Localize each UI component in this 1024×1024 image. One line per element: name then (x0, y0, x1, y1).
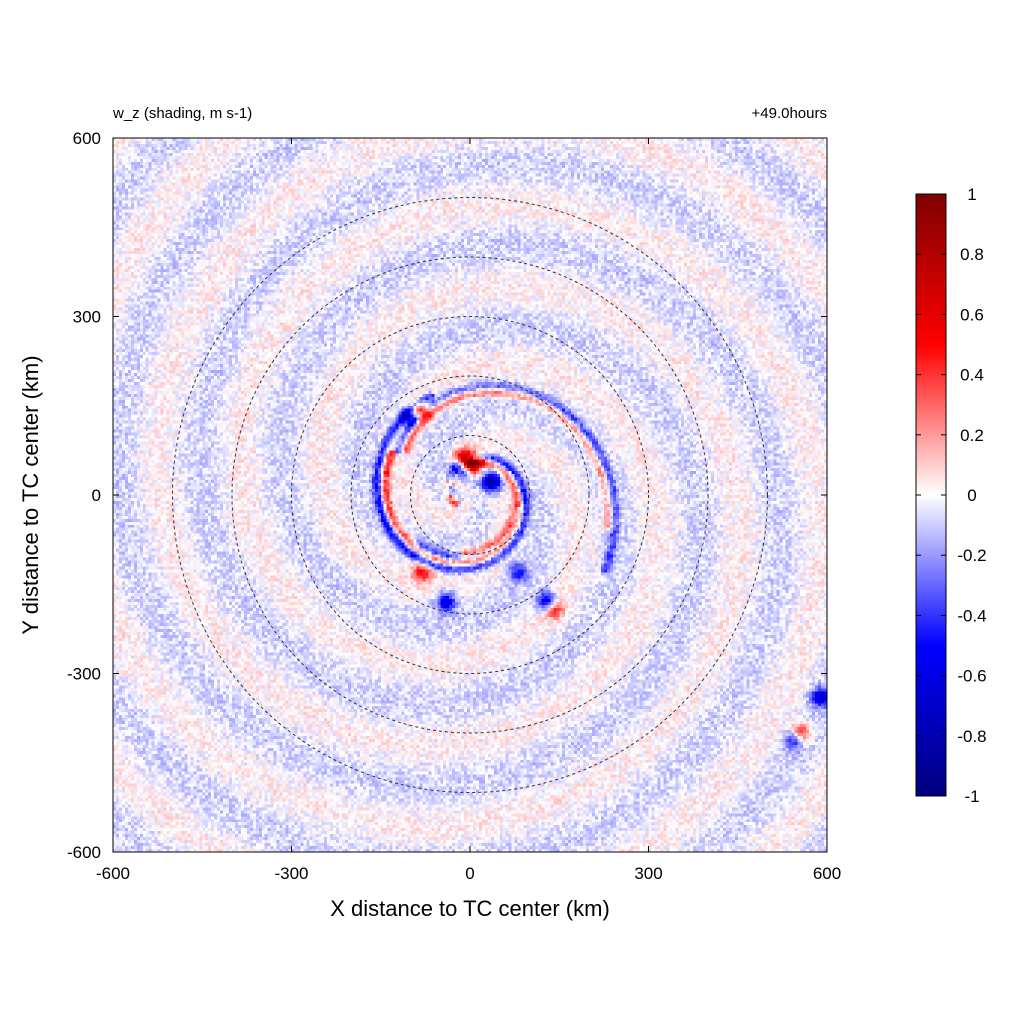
range-ring (350, 375, 590, 615)
y-tick-label: 0 (92, 486, 101, 505)
y-tick-label: 600 (73, 129, 101, 148)
range-rings (172, 197, 768, 793)
y-axis: 600 300 0 -300 -600 (67, 129, 827, 862)
range-ring (172, 197, 768, 793)
x-tick-label: -600 (96, 864, 130, 883)
y-tick-label: -300 (67, 665, 101, 684)
plot-area (113, 138, 827, 852)
y-axis-label: Y distance to TC center (km) (18, 355, 43, 634)
colorbar-tick-label: 0.2 (960, 426, 984, 445)
range-ring (410, 435, 530, 555)
colorbar-tick-label: -0.8 (957, 727, 986, 746)
colorbar-tick-label: -0.2 (957, 546, 986, 565)
colorbar-tick-label: 0.6 (960, 305, 984, 324)
y-tick-label: -600 (67, 843, 101, 862)
x-axis: -600 -300 0 300 600 (96, 138, 841, 883)
colorbar-tick-label: 0 (967, 486, 976, 505)
range-ring (291, 316, 649, 674)
chart-title-left: w_z (shading, m s-1) (112, 105, 252, 122)
y-tick-label: 300 (73, 308, 101, 327)
colorbar: 1 0.8 0.6 0.4 0.2 0 -0.2 -0.4 -0.6 -0.8 -1 (915, 185, 987, 806)
colorbar-tick-label: 0.4 (960, 366, 984, 385)
x-axis-label: X distance to TC center (km) (330, 896, 610, 921)
colorbar-tick-label: 0.8 (960, 245, 984, 264)
x-tick-label: -300 (274, 864, 308, 883)
colorbar-tick-label: -1 (964, 787, 979, 806)
colorbar-tick-label: -0.6 (957, 667, 986, 686)
x-tick-label: 300 (634, 864, 662, 883)
colorbar-tick-label: 1 (967, 185, 976, 204)
x-tick-label: 600 (813, 864, 841, 883)
colorbar-ticks: 1 0.8 0.6 0.4 0.2 0 -0.2 -0.4 -0.6 -0.8 -1 (916, 185, 987, 806)
colorbar-tick-label: -0.4 (957, 606, 986, 625)
heatmap-field (113, 138, 827, 852)
range-ring (231, 256, 709, 734)
x-tick-label: 0 (465, 864, 474, 883)
chart-title-right: +49.0hours (752, 105, 827, 122)
